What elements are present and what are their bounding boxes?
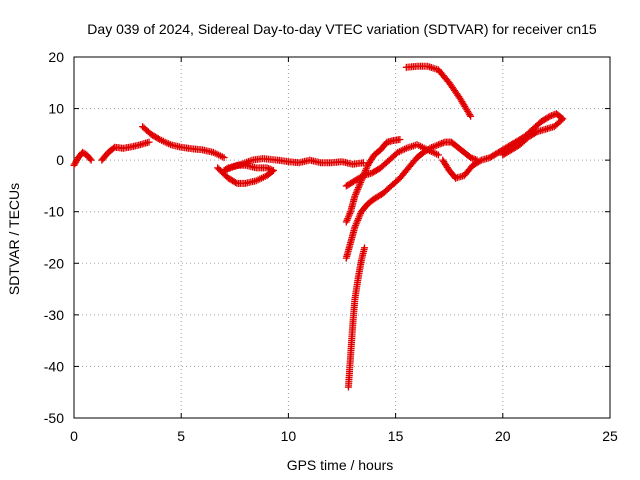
data-point [466,111,474,119]
y-tick-label: -50 [44,410,64,426]
x-tick-label: 20 [495,428,511,444]
series-track-10 [439,110,567,182]
chart-title: Day 039 of 2024, Sidereal Day-to-day VTE… [87,21,597,37]
data-point [434,151,442,159]
series-track-6 [342,138,481,262]
x-tick-label: 10 [281,428,297,444]
y-tick-label: 0 [56,152,64,168]
x-tick-label: 15 [388,428,404,444]
x-tick-label: 5 [177,428,185,444]
series-track-4 [214,155,367,187]
y-tick-label: 20 [48,49,64,65]
y-tick-label: -20 [44,255,64,271]
data-point [220,154,228,162]
series-track-2 [98,138,153,164]
series-track-9 [402,62,475,120]
y-tick-label: -10 [44,204,64,220]
data-point [358,172,366,180]
data-point [86,155,94,163]
data-point [545,113,553,121]
data-point [476,157,484,165]
y-tick-label: -30 [44,307,64,323]
y-axis-label: SDTVAR / TECUs [6,183,22,295]
y-tick-label: 10 [48,101,64,117]
x-tick-label: 25 [602,428,618,444]
data-point [232,178,240,186]
grid [74,57,610,418]
y-tick-label: -40 [44,358,64,374]
data-point [499,151,507,159]
series-track-7 [344,244,369,391]
data-point [396,136,404,144]
x-tick-label: 0 [70,428,78,444]
data-point [359,159,367,167]
data-point [87,156,95,164]
axis-ticks: 0 5 10 15 20 25 -50 -40 -30 -20 -10 0 10 20 [44,49,618,444]
data-points [70,62,567,391]
series-track-3 [139,123,228,162]
plot-frame [73,56,611,419]
series-track-8 [342,141,442,190]
series-track-1 [70,148,95,169]
data-point [467,112,475,120]
data-point [361,244,369,252]
data-point [500,150,508,158]
data-point [145,138,153,146]
x-axis-label: GPS time / hours [287,457,394,473]
